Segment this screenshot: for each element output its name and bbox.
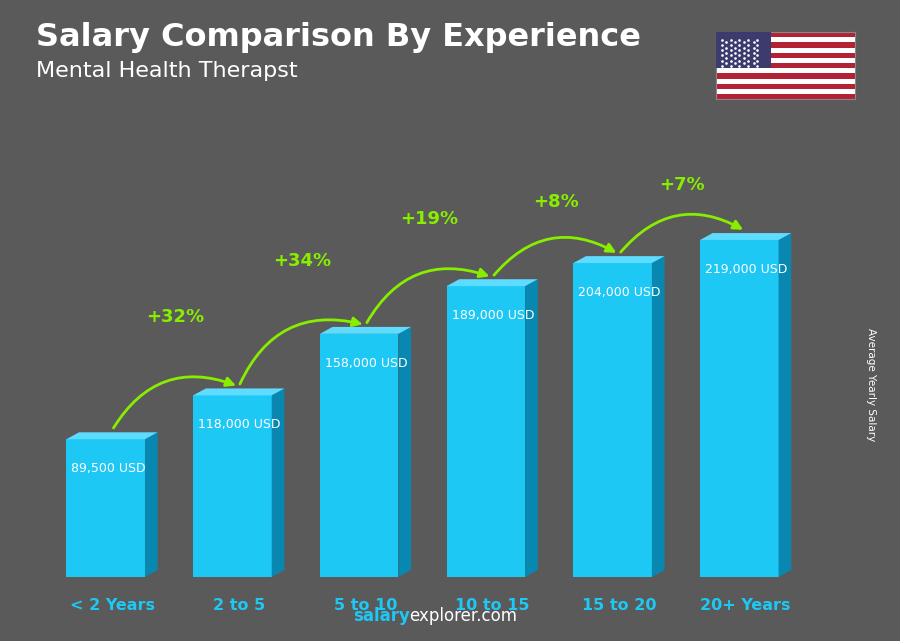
Text: < 2 Years: < 2 Years [69,598,155,613]
Polygon shape [67,432,158,439]
Polygon shape [573,256,664,263]
Text: Average Yearly Salary: Average Yearly Salary [866,328,877,441]
Text: 189,000 USD: 189,000 USD [452,309,534,322]
Polygon shape [320,327,411,334]
Text: +8%: +8% [533,193,579,211]
Bar [700,240,778,577]
Polygon shape [194,388,284,395]
Text: 20+ Years: 20+ Years [700,598,791,613]
Bar [716,32,771,69]
Text: 219,000 USD: 219,000 USD [705,263,788,276]
Bar [67,439,145,577]
Bar [716,63,855,69]
Bar [716,42,855,47]
Polygon shape [145,432,158,577]
Text: 158,000 USD: 158,000 USD [325,357,408,370]
Text: 5 to 10: 5 to 10 [334,598,397,613]
Bar [716,58,855,63]
Bar [446,286,525,577]
Bar [716,84,855,89]
Text: 118,000 USD: 118,000 USD [198,419,281,431]
Bar [716,79,855,84]
Text: +32%: +32% [147,308,204,326]
Polygon shape [525,279,538,577]
Bar [716,32,855,37]
Polygon shape [778,233,791,577]
Polygon shape [446,279,538,286]
Text: 204,000 USD: 204,000 USD [579,286,661,299]
Text: 89,500 USD: 89,500 USD [71,462,146,475]
Bar [716,37,855,42]
Text: +34%: +34% [273,253,331,271]
Bar [716,69,855,74]
Text: salary: salary [353,607,410,625]
Polygon shape [399,327,411,577]
Polygon shape [272,388,284,577]
Bar [320,334,399,577]
Text: +19%: +19% [400,210,458,228]
Polygon shape [700,233,791,240]
Bar [716,94,855,99]
Text: 10 to 15: 10 to 15 [454,598,529,613]
Text: Salary Comparison By Experience: Salary Comparison By Experience [36,22,641,53]
Text: Mental Health Therapst: Mental Health Therapst [36,61,298,81]
Bar [573,263,652,577]
Text: 2 to 5: 2 to 5 [212,598,265,613]
Bar [716,89,855,94]
Text: +7%: +7% [660,176,705,194]
Bar [716,74,855,79]
Text: explorer.com: explorer.com [410,607,518,625]
Bar [194,395,272,577]
Text: 15 to 20: 15 to 20 [581,598,656,613]
Polygon shape [652,256,664,577]
Bar [716,53,855,58]
Bar [716,47,855,53]
